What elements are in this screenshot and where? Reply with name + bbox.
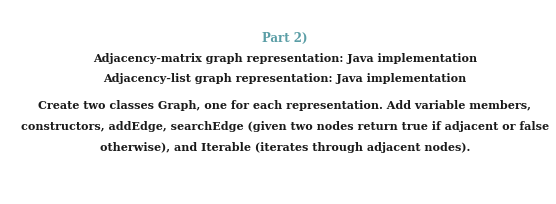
Text: Part 2): Part 2) [262, 32, 307, 45]
Text: constructors, addEdge, searchEdge (given two nodes return true if adjacent or fa: constructors, addEdge, searchEdge (given… [21, 121, 549, 132]
Text: Adjacency-matrix graph representation: Java implementation: Adjacency-matrix graph representation: J… [93, 53, 477, 64]
Text: otherwise), and Iterable (iterates through adjacent nodes).: otherwise), and Iterable (iterates throu… [100, 142, 470, 153]
Text: Create two classes Graph, one for each representation. Add variable members,: Create two classes Graph, one for each r… [38, 100, 532, 111]
Text: Adjacency-list graph representation: Java implementation: Adjacency-list graph representation: Jav… [103, 73, 466, 84]
